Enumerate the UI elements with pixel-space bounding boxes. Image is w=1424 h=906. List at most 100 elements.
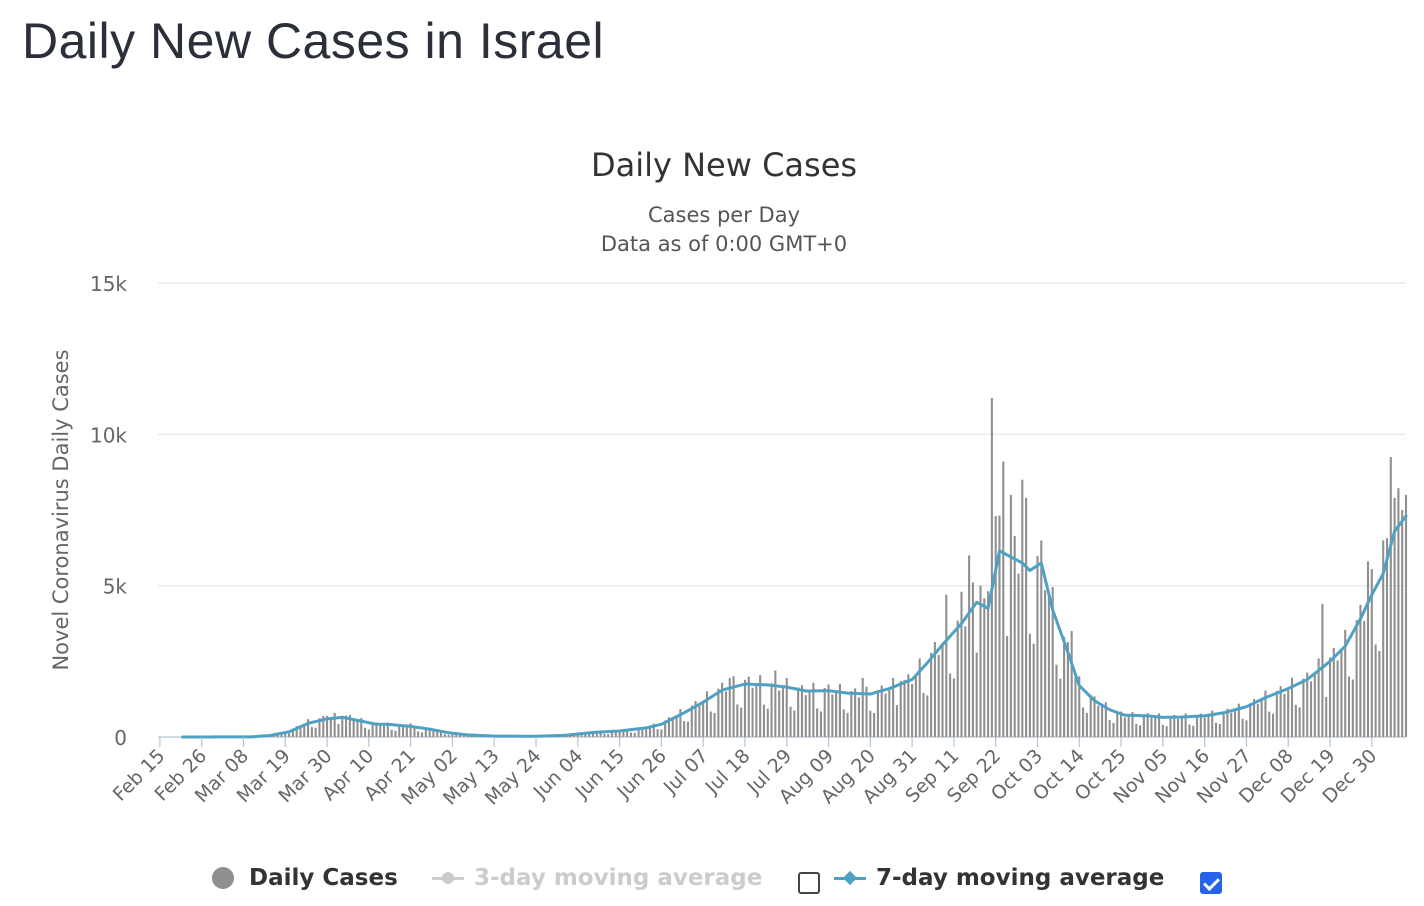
daily-cases-bar[interactable]	[326, 715, 329, 737]
daily-cases-bar[interactable]	[1161, 724, 1164, 737]
daily-cases-bar[interactable]	[1218, 724, 1221, 737]
daily-cases-bar[interactable]	[812, 682, 815, 737]
daily-cases-bar[interactable]	[1074, 674, 1077, 737]
daily-cases-bar[interactable]	[1017, 573, 1020, 737]
daily-cases-bar[interactable]	[648, 726, 652, 737]
daily-cases-bar[interactable]	[618, 731, 621, 737]
daily-cases-bar[interactable]	[892, 678, 895, 737]
daily-cases-bar[interactable]	[1207, 715, 1210, 737]
daily-cases-bar[interactable]	[873, 713, 876, 737]
daily-cases-bar[interactable]	[721, 682, 724, 737]
daily-cases-bar[interactable]	[899, 681, 902, 737]
daily-cases-bar[interactable]	[1006, 636, 1009, 737]
daily-cases-bar[interactable]	[310, 727, 313, 737]
daily-cases-bar[interactable]	[458, 734, 462, 737]
daily-cases-bar[interactable]	[1013, 535, 1016, 737]
daily-cases-bar[interactable]	[1332, 648, 1335, 737]
daily-cases-bar[interactable]	[288, 733, 291, 737]
daily-cases-bar[interactable]	[774, 670, 777, 737]
daily-cases-bar[interactable]	[1283, 693, 1286, 737]
daily-cases-bar[interactable]	[846, 712, 849, 737]
daily-cases-bar[interactable]	[1177, 718, 1180, 737]
daily-cases-bar[interactable]	[816, 708, 819, 737]
daily-cases-bar[interactable]	[857, 697, 860, 737]
daily-cases-bar[interactable]	[1188, 724, 1191, 737]
daily-cases-bar[interactable]	[686, 721, 690, 737]
daily-cases-bar[interactable]	[360, 718, 363, 737]
daily-cases-bar[interactable]	[629, 732, 633, 737]
daily-cases-bar[interactable]	[1192, 725, 1195, 737]
daily-cases-bar[interactable]	[1025, 497, 1028, 737]
daily-cases-bar[interactable]	[576, 735, 579, 737]
daily-cases-bar[interactable]	[770, 683, 773, 737]
daily-cases-bar[interactable]	[907, 674, 910, 737]
daily-cases-bar[interactable]	[941, 643, 944, 737]
3day-average-checkbox[interactable]	[798, 872, 820, 894]
daily-cases-bar[interactable]	[588, 732, 591, 737]
daily-cases-bar[interactable]	[675, 715, 678, 737]
daily-cases-bar[interactable]	[375, 722, 378, 737]
daily-cases-bar[interactable]	[918, 658, 921, 737]
daily-cases-bar[interactable]	[724, 691, 728, 737]
daily-cases-bar[interactable]	[713, 713, 716, 737]
daily-cases-bar[interactable]	[945, 594, 948, 737]
daily-cases-bar[interactable]	[1127, 715, 1130, 737]
daily-cases-bar[interactable]	[755, 684, 758, 737]
daily-cases-bar[interactable]	[987, 591, 990, 737]
daily-cases-bar[interactable]	[1108, 720, 1111, 737]
daily-cases-bar[interactable]	[371, 723, 374, 737]
daily-cases-bar[interactable]	[1131, 712, 1134, 737]
daily-cases-bar[interactable]	[1070, 631, 1073, 737]
daily-cases-bar[interactable]	[975, 652, 978, 737]
daily-cases-bar[interactable]	[1158, 713, 1161, 737]
daily-cases-bar[interactable]	[709, 711, 712, 737]
daily-cases-bar[interactable]	[865, 686, 868, 737]
daily-cases-bar[interactable]	[1059, 678, 1062, 737]
daily-cases-bar[interactable]	[584, 733, 587, 737]
daily-cases-bar[interactable]	[1047, 594, 1050, 737]
daily-cases-bar[interactable]	[1089, 694, 1092, 737]
daily-cases-bar[interactable]	[420, 732, 424, 737]
daily-cases-bar[interactable]	[736, 704, 739, 737]
daily-cases-bar[interactable]	[1340, 649, 1343, 737]
daily-cases-bar[interactable]	[1040, 540, 1043, 737]
daily-cases-bar[interactable]	[797, 687, 800, 737]
daily-cases-bar[interactable]	[1139, 725, 1142, 737]
daily-cases-bar[interactable]	[1389, 457, 1392, 737]
daily-cases-bar[interactable]	[299, 726, 302, 737]
daily-cases-bar[interactable]	[1028, 633, 1031, 737]
daily-cases-bar[interactable]	[926, 695, 929, 737]
daily-cases-bar[interactable]	[1325, 697, 1328, 737]
daily-cases-bar[interactable]	[1363, 620, 1366, 737]
7day-average-checkbox[interactable]	[1200, 872, 1222, 894]
daily-cases-bar[interactable]	[762, 704, 765, 737]
daily-cases-bar[interactable]	[808, 691, 811, 737]
daily-cases-bar[interactable]	[793, 710, 796, 737]
daily-cases-bar[interactable]	[603, 733, 606, 737]
daily-cases-bar[interactable]	[1275, 690, 1278, 737]
daily-cases-bar[interactable]	[386, 722, 389, 737]
daily-cases-bar[interactable]	[1211, 710, 1214, 737]
daily-cases-bar[interactable]	[1294, 704, 1297, 737]
daily-cases-bar[interactable]	[599, 731, 602, 737]
daily-cases-bar[interactable]	[1123, 717, 1126, 737]
daily-cases-bar[interactable]	[690, 705, 693, 737]
daily-cases-bar[interactable]	[759, 675, 762, 737]
daily-cases-bar[interactable]	[842, 709, 845, 737]
daily-cases-bar[interactable]	[439, 730, 443, 737]
daily-cases-bar[interactable]	[835, 691, 838, 737]
daily-cases-bar[interactable]	[747, 676, 750, 737]
daily-cases-bar[interactable]	[356, 719, 359, 737]
daily-cases-bar[interactable]	[922, 692, 925, 737]
daily-cases-bar[interactable]	[827, 684, 830, 737]
daily-cases-bar[interactable]	[402, 725, 405, 737]
daily-cases-bar[interactable]	[1366, 561, 1370, 737]
daily-cases-bar[interactable]	[1370, 569, 1373, 737]
daily-cases-bar[interactable]	[1306, 672, 1309, 737]
daily-cases-bar[interactable]	[964, 626, 967, 737]
daily-cases-bar[interactable]	[1066, 642, 1069, 737]
ma7-line[interactable]	[181, 514, 1408, 739]
daily-cases-bar[interactable]	[607, 734, 610, 737]
daily-cases-bar[interactable]	[291, 728, 294, 737]
daily-cases-bar[interactable]	[1397, 488, 1400, 737]
